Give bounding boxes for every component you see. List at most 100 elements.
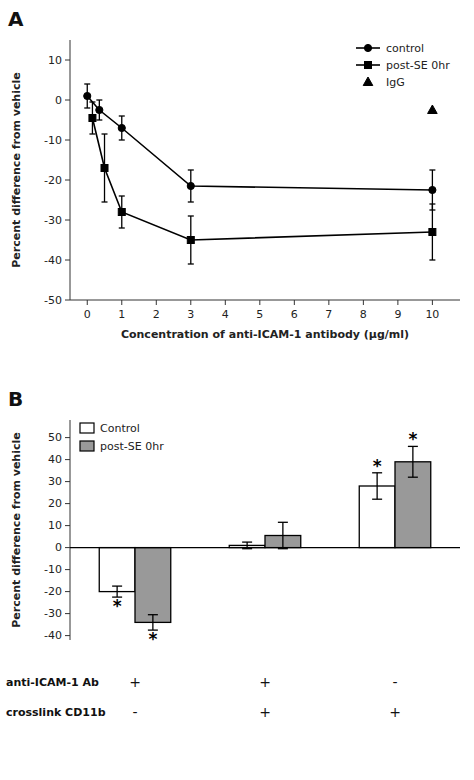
x-tick-label: 8 (360, 308, 367, 321)
x-axis-line (70, 300, 460, 301)
error-cap (112, 585, 122, 586)
y-tick-label: -40 (44, 629, 62, 642)
legend-entry: control (356, 42, 424, 55)
plot-area (99, 446, 431, 630)
annotation-table: anti-ICAM-1 Ab++-crosslink CD11b-++ (6, 674, 401, 720)
error-bar (84, 84, 90, 108)
error-cap (84, 83, 90, 84)
y-tick (65, 100, 70, 101)
bar (99, 548, 135, 592)
error-cap (148, 614, 158, 615)
y-tick-label: 40 (48, 453, 62, 466)
y-tick-label: -10 (44, 563, 62, 576)
error-bar (119, 196, 125, 228)
x-tick-label: 4 (222, 308, 229, 321)
legend: control post-SE 0hr IgG (356, 42, 450, 89)
x-tick (294, 300, 295, 305)
legend-label: post-SE 0hr (386, 59, 450, 72)
x-tick (156, 300, 157, 305)
error-cap (408, 477, 418, 478)
legend-swatch (80, 423, 94, 433)
error-bar (96, 100, 102, 120)
error-bar (429, 170, 435, 210)
error-bar (372, 473, 382, 499)
point (428, 105, 438, 114)
y-tick (65, 60, 70, 61)
y-tick-label: -10 (44, 134, 62, 147)
annotation-value: + (259, 704, 271, 720)
error-cap (119, 139, 125, 140)
y-tick (65, 481, 70, 482)
y-tick-label: -30 (44, 214, 62, 227)
error-cap (429, 169, 435, 170)
error-cap (84, 107, 90, 108)
x-tick (363, 300, 364, 305)
significance-label: * (408, 429, 417, 449)
series-line (92, 118, 432, 240)
legend-swatch (80, 441, 94, 451)
annotation-value: + (129, 674, 141, 690)
series-line (87, 96, 432, 190)
error-cap (188, 201, 194, 202)
x-tick (397, 300, 398, 305)
significance-labels: **** (113, 429, 418, 649)
error-cap (89, 133, 95, 134)
point (101, 165, 108, 172)
legend-label: control (386, 42, 424, 55)
error-bar (408, 446, 418, 477)
annotation-value: + (389, 704, 401, 720)
point (187, 237, 194, 244)
error-cap (119, 115, 125, 116)
zero-line (70, 547, 460, 548)
error-cap (102, 133, 108, 134)
error-cap (119, 195, 125, 196)
plot-area (84, 84, 438, 264)
error-cap (278, 522, 288, 523)
panel-title: B (8, 387, 23, 411)
y-axis-label: Percent difference from vehicle (10, 72, 23, 267)
x-tick (432, 300, 433, 305)
error-bar (429, 204, 435, 260)
y-tick (65, 220, 70, 221)
bar (135, 548, 171, 623)
error-stem (376, 473, 377, 499)
y-tick-label: 0 (55, 541, 62, 554)
error-cap (102, 201, 108, 202)
panel: B-40-30-20-1001020304050Percent differen… (6, 387, 460, 720)
x-tick (190, 300, 191, 305)
y-axis-line (70, 40, 71, 300)
y-tick-label: 50 (48, 431, 62, 444)
y-tick-label: 10 (48, 54, 62, 67)
legend: Control post-SE 0hr (80, 422, 164, 453)
y-tick-label: -50 (44, 294, 62, 307)
legend-label: IgG (386, 76, 405, 89)
legend-entry: IgG (363, 76, 405, 89)
annotation-row-label: crosslink CD11b (6, 706, 106, 719)
x-tick-label: 1 (118, 308, 125, 321)
error-bar (102, 134, 108, 202)
error-cap (89, 101, 95, 102)
point (187, 182, 194, 189)
legend-marker (364, 44, 371, 51)
error-cap (96, 119, 102, 120)
error-bar (278, 522, 288, 548)
point (118, 124, 125, 131)
x-tick-label: 0 (84, 308, 91, 321)
error-bar (148, 615, 158, 630)
legend-marker (363, 77, 373, 86)
x-tick-label: 3 (187, 308, 194, 321)
legend-label: post-SE 0hr (100, 440, 164, 453)
y-tick (65, 591, 70, 592)
y-tick-label: -20 (44, 585, 62, 598)
error-cap (429, 259, 435, 260)
y-tick-label: -40 (44, 254, 62, 267)
point (89, 115, 96, 122)
y-tick (65, 503, 70, 504)
x-tick-label: 9 (394, 308, 401, 321)
y-tick-label: 20 (48, 497, 62, 510)
legend-label: Control (100, 422, 140, 435)
y-tick (65, 613, 70, 614)
x-tick (121, 300, 122, 305)
error-cap (372, 499, 382, 500)
x-tick-label: 5 (256, 308, 263, 321)
